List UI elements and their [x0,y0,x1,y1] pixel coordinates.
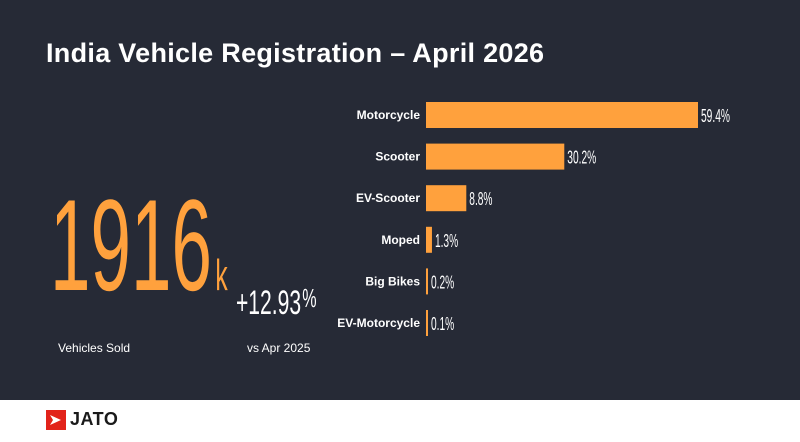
value-label: 8.8% [469,189,492,209]
category-label: Big Bikes [365,274,420,288]
yoy-change-number: +12.93 [236,284,302,322]
yoy-change-value: +12.93 % [236,283,317,323]
value-label: 0.2% [431,272,454,292]
bar [426,226,432,253]
footer: JATO [0,400,800,442]
bar [426,143,565,170]
segment-share-bar-chart: Motorcycle 59.4% Scooter 30.2% EV-Scooter 8.8… [337,102,730,336]
value-label: 1.3% [435,231,458,251]
yoy-change-unit: % [302,283,317,313]
category-label: Moped [381,233,420,247]
category-label: EV-Motorcycle [337,316,420,330]
yoy-change-label: vs Apr 2025 [247,341,311,355]
jato-logo: JATO [46,409,118,430]
total-vehicles-unit: k [215,251,228,300]
page-title: India Vehicle Registration – April 2026 [46,38,545,68]
jato-logo-text: JATO [70,409,119,429]
value-label: 30.2% [567,148,596,168]
bar [426,268,428,295]
bar [426,310,428,336]
bar [426,185,467,212]
value-label: 59.4% [701,106,730,126]
category-label: Motorcycle [357,108,421,122]
value-label: 0.1% [431,314,454,334]
category-label: EV-Scooter [356,191,420,205]
bar [426,102,698,128]
total-vehicles-number: 1916 [50,172,212,318]
infographic-card: India Vehicle Registration – April 2026 … [46,38,730,355]
category-label: Scooter [375,150,420,164]
total-vehicles-label: Vehicles Sold [58,341,131,355]
jato-logo-icon [46,409,66,430]
total-vehicles-value: 1916 k [50,170,228,320]
